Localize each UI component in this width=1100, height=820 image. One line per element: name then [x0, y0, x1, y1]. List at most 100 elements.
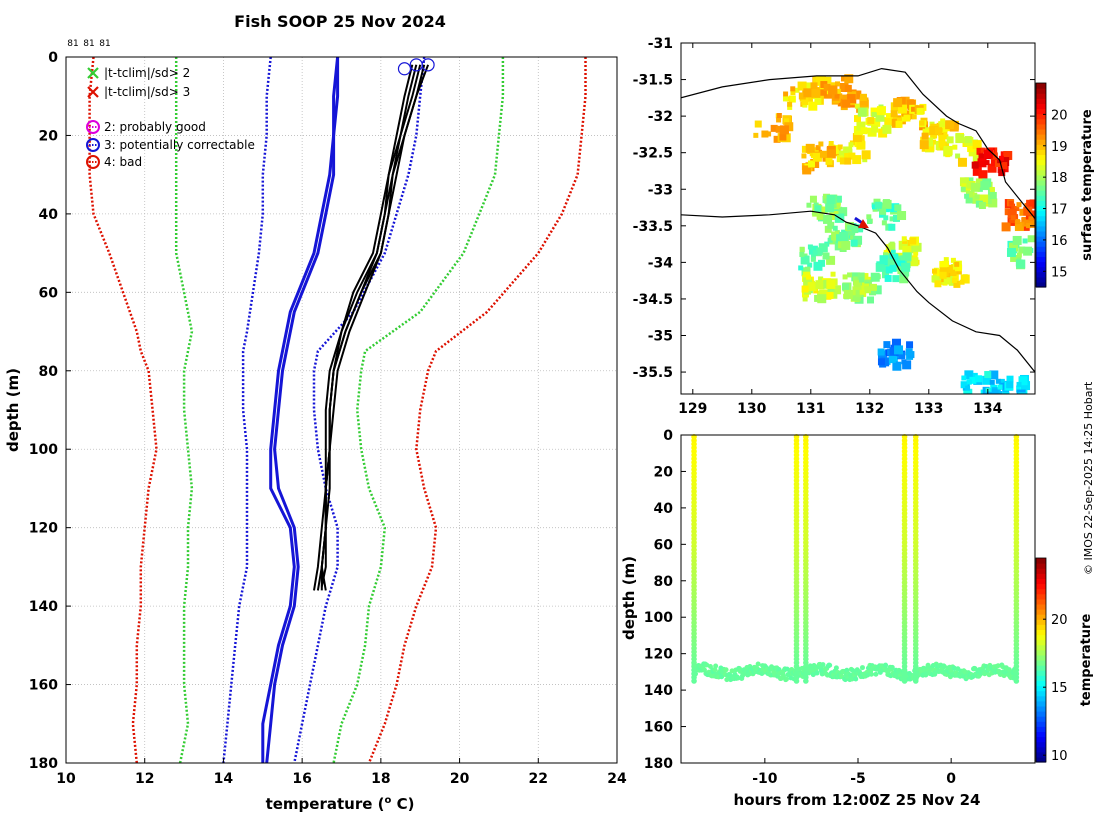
- sst-pixel: [965, 196, 973, 204]
- cast-4: [912, 434, 919, 684]
- sst-pixel: [987, 163, 997, 173]
- sst-pixel: [803, 88, 813, 98]
- sst-patch-3: [753, 112, 794, 143]
- sst-pixel: [871, 125, 879, 133]
- sst-pixel: [856, 121, 866, 131]
- sst-patch-22: [841, 272, 882, 304]
- sst-pixel: [916, 107, 924, 115]
- map-colorbar-swatch: [1036, 179, 1046, 186]
- timeseries-colorbar-swatch: [1036, 634, 1046, 641]
- sst-pixel: [976, 147, 984, 155]
- sst-pixel: [889, 253, 899, 263]
- timeseries-colorbar-swatch: [1036, 639, 1046, 646]
- sst-pixel: [830, 82, 836, 88]
- sst-pixel: [938, 121, 946, 129]
- series-profile-5: [320, 64, 430, 591]
- sst-pixel: [835, 81, 841, 87]
- map-xtick-label: 132: [855, 401, 884, 417]
- sst-pixel: [852, 90, 862, 100]
- map-colorbar-swatch: [1036, 164, 1046, 171]
- sst-pixel: [989, 186, 995, 192]
- map-colorbar-swatch: [1036, 276, 1046, 283]
- timeseries-colorbar-swatch: [1036, 705, 1046, 712]
- sst-pixel: [902, 252, 912, 262]
- sst-pixel: [1001, 394, 1006, 399]
- sst-pixel: [943, 145, 953, 155]
- sst-pixel: [844, 157, 852, 165]
- sst-pixel: [960, 274, 970, 284]
- map-colorbar-label: surface temperature: [1080, 109, 1095, 261]
- sst-pixel: [960, 186, 966, 192]
- sst-pixel: [1000, 162, 1008, 170]
- sst-pixel: [1002, 396, 1009, 403]
- profile-xlabel: temperature (o C): [266, 795, 415, 813]
- timeseries-colorbar-tick-label: 20: [1051, 613, 1068, 628]
- sst-pixel: [770, 124, 778, 132]
- sst-pixel: [964, 193, 970, 199]
- sst-pixel: [854, 103, 860, 109]
- sst-patch-13: [1006, 235, 1035, 270]
- map-colorbar-swatch: [1036, 230, 1046, 237]
- sst-pixel: [851, 226, 859, 234]
- sst-pixel: [848, 142, 854, 148]
- map-chart: 129 130 131 132 133 134 -31 -31.5 -32 -32.5 -33 -33…: [633, 36, 1095, 417]
- sst-pixel: [862, 157, 868, 163]
- sst-pixel: [860, 127, 868, 135]
- sst-pixel: [1006, 381, 1014, 389]
- map-colorbar-swatch: [1036, 251, 1046, 257]
- sst-pixel: [1019, 208, 1027, 216]
- sst-pixel: [766, 131, 772, 137]
- sst-pixel: [898, 240, 908, 250]
- sst-pixel: [946, 136, 954, 144]
- legend-marker-circle: [86, 155, 100, 169]
- map-colorbar-swatch: [1036, 200, 1046, 206]
- sst-pixel: [856, 140, 866, 150]
- map-axes-frame: [680, 42, 1036, 395]
- map-colorbar-frame: [1035, 82, 1047, 288]
- sst-pixel: [871, 112, 877, 118]
- sst-pixel: [938, 140, 946, 148]
- sst-pixel: [1006, 247, 1016, 257]
- sst-pixel: [1014, 219, 1020, 225]
- sst-pixel: [863, 286, 871, 294]
- sst-pixel: [859, 93, 867, 101]
- sst-pixel: [809, 195, 817, 203]
- sst-pixel: [988, 198, 998, 208]
- timeseries-colorbar-swatch: [1036, 726, 1046, 732]
- sst-pixel: [844, 84, 852, 92]
- map-ytick-label: -33: [648, 182, 673, 198]
- cast-3: [901, 434, 908, 684]
- timeseries-ytick-label: 180: [644, 756, 673, 772]
- sst-pixel: [984, 371, 992, 379]
- timeseries-colorbar-swatch: [1036, 680, 1046, 687]
- sst-pixel: [980, 147, 986, 153]
- timeseries-colorbar-swatch: [1036, 588, 1046, 595]
- sst-pixel: [901, 262, 911, 272]
- timeseries-ytick-label: 100: [644, 610, 673, 626]
- sst-pixel: [830, 271, 836, 277]
- sst-pixel: [820, 206, 828, 214]
- tow-point: [883, 662, 889, 668]
- sst-pixel: [898, 352, 906, 360]
- timeseries-colorbar-swatch: [1036, 649, 1046, 656]
- sst-pixel: [1016, 389, 1026, 394]
- sst-pixel: [753, 132, 759, 138]
- cast-0: [691, 434, 697, 684]
- sst-pixel: [978, 170, 988, 180]
- sst-pixel: [797, 81, 807, 91]
- timeseries-colorbar-swatch: [1036, 598, 1046, 605]
- map-colorbar-tick-label: 17: [1051, 203, 1068, 218]
- legend-label-3: 3: potentially correctable: [104, 138, 255, 152]
- map-colorbar-swatch: [1036, 159, 1046, 166]
- timeseries-ytick-label: 120: [644, 647, 673, 663]
- profile-xtick-label: 18: [371, 771, 390, 787]
- sst-pixel: [989, 370, 999, 380]
- timeseries-colorbar-swatch: [1036, 614, 1046, 620]
- tow-point: [995, 663, 1001, 669]
- sst-pixel: [902, 238, 908, 244]
- sst-pixel: [964, 136, 972, 144]
- map-colorbar-swatch: [1036, 215, 1046, 222]
- sst-pixel: [787, 101, 793, 107]
- cast-point: [691, 678, 697, 684]
- sst-pixel: [972, 196, 980, 204]
